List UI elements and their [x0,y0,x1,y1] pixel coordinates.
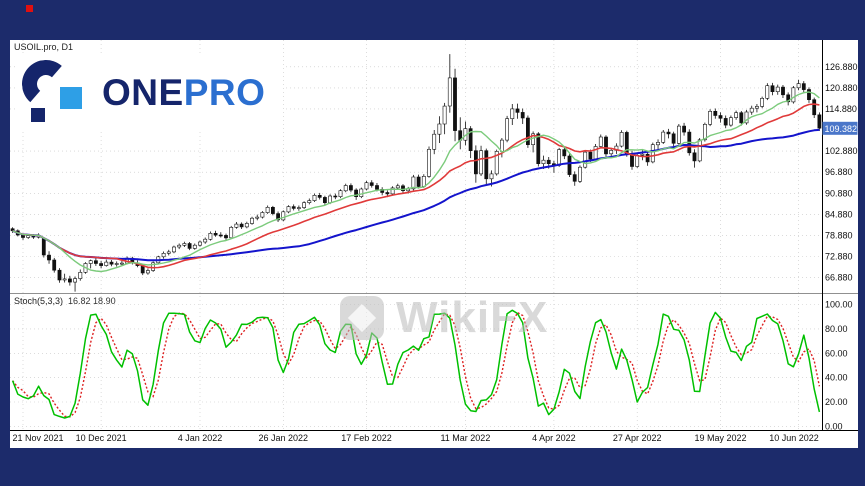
logo-blue-square [60,87,82,109]
svg-text:21 Nov 2021: 21 Nov 2021 [12,433,63,443]
record-dot [26,5,33,12]
chart-window: 126.880 120.880 114.880 102.880 96.880 90.880… [10,40,858,448]
brand-one: ONE [102,71,184,113]
svg-text:60.00: 60.00 [825,348,848,358]
svg-text:4 Jan 2022: 4 Jan 2022 [178,433,223,443]
svg-text:11 Mar 2022: 11 Mar 2022 [440,433,490,443]
svg-text:66.880: 66.880 [825,273,853,283]
onepro-logo-icon [20,58,86,124]
wikifx-watermark: WikiFX [340,296,548,340]
svg-text:96.880: 96.880 [825,167,853,177]
svg-text:0.00: 0.00 [825,421,843,431]
logo-navy-square [31,108,45,122]
wikifx-text: WikiFX [396,293,549,342]
stoch-indicator-label: Stoch(5,3,3) 16.82 18.90 [14,296,116,306]
svg-text:4 Apr 2022: 4 Apr 2022 [532,433,576,443]
onepro-wordmark: ONEPRO [102,74,265,111]
svg-text:20.00: 20.00 [825,397,848,407]
svg-text:10 Jun 2022: 10 Jun 2022 [769,433,819,443]
price-chart-canvas[interactable]: 126.880 120.880 114.880 102.880 96.880 90.880… [10,40,858,448]
wikifx-logo-icon [340,296,384,340]
svg-text:120.880: 120.880 [825,83,858,93]
stoch-values: 16.82 18.90 [68,296,116,306]
svg-text:126.880: 126.880 [825,62,858,72]
svg-text:72.880: 72.880 [825,252,853,262]
svg-text:40.00: 40.00 [825,373,848,383]
svg-text:100.00: 100.00 [825,300,853,310]
symbol-period-label: USOIL.pro, D1 [14,42,74,52]
brand-pro: PRO [183,71,266,113]
svg-text:90.880: 90.880 [825,188,853,198]
svg-text:102.880: 102.880 [825,146,858,156]
svg-text:84.880: 84.880 [825,209,853,219]
svg-text:109.382: 109.382 [825,124,858,134]
svg-text:10 Dec 2021: 10 Dec 2021 [76,433,127,443]
svg-text:26 Jan 2022: 26 Jan 2022 [259,433,309,443]
svg-text:78.880: 78.880 [825,230,853,240]
svg-text:114.880: 114.880 [825,104,857,114]
svg-text:27 Apr 2022: 27 Apr 2022 [613,433,662,443]
svg-text:19 May 2022: 19 May 2022 [694,433,746,443]
stoch-name: Stoch(5,3,3) [14,296,64,306]
svg-text:80.00: 80.00 [825,324,848,334]
svg-text:17 Feb 2022: 17 Feb 2022 [341,433,392,443]
onepro-logo: ONEPRO [16,54,284,130]
